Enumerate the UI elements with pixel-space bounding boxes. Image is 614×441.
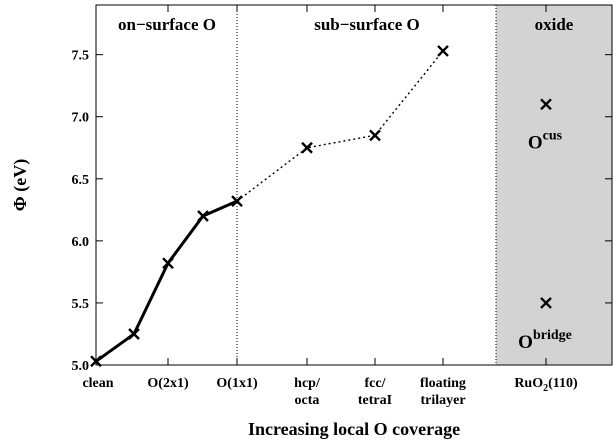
x-tick-label-clean: clean [82, 376, 113, 391]
x-tick-label-floating: floating [420, 376, 466, 391]
data-point-1_5-b [197, 210, 209, 222]
data-point-5-b [437, 45, 449, 57]
oxide-label-cus-base: O [528, 132, 543, 153]
y-tick-label-5: 7.5 [72, 49, 90, 64]
data-markers [90, 45, 552, 368]
y-tick-labels: 5.0 5.5 6.0 6.5 7.0 7.5 [72, 49, 90, 374]
data-point-1_5 [197, 210, 209, 222]
y-tick-label-0: 5.0 [72, 359, 90, 374]
x-axis-title: Increasing local O coverage [248, 419, 460, 439]
oxide-point-cus-b [540, 98, 552, 111]
data-point-5 [437, 45, 449, 57]
y-tick-label-4: 7.0 [72, 111, 90, 126]
data-point-2 [231, 195, 243, 207]
plot-frame [95, 4, 613, 366]
region-label-sub-surface: sub−surface O [314, 15, 420, 34]
region-label-oxide: oxide [535, 15, 574, 34]
x-tick-label-trilayer: trilayer [420, 393, 465, 408]
oxide-label-bridge-sup: bridge [533, 328, 572, 343]
x-tick-label-ruo2-tail: (110) [548, 376, 578, 391]
data-point-0_5 [128, 328, 140, 340]
series-line-1 [236, 50, 444, 202]
data-point-3-b [301, 141, 313, 154]
x-tick-label-o2x1: O(2x1) [147, 376, 189, 391]
data-point-3 [301, 141, 313, 154]
oxide-point-bridge [540, 297, 552, 309]
y-tick-label-3: 6.5 [72, 173, 90, 188]
oxide-point-cus [540, 98, 552, 111]
y-tick-label-1: 5.5 [72, 297, 90, 312]
oxide-region-background [496, 5, 612, 365]
x-tick-label-ruo2-sub: 2 [543, 383, 548, 394]
x-tick-label-octa: octa [295, 393, 320, 408]
x-tick-label-fcc: fcc/ [365, 376, 387, 391]
series-lines [95, 50, 444, 363]
x-tick-label-ruo2: RuO2(110) [514, 376, 578, 394]
oxide-label-bridge: Obridge [518, 328, 572, 353]
oxide-label-cus-sup: cus [543, 128, 563, 143]
region-label-on-surface: on−surface O [118, 15, 216, 34]
x-tick-label-o1x1: O(1x1) [216, 376, 258, 391]
y-axis-title: Φ (eV) [10, 159, 31, 211]
oxide-label-cus: Ocus [528, 128, 563, 153]
data-point-1-b [162, 257, 174, 270]
data-point-2-b [231, 195, 243, 207]
x-tick-label-tetra: tetraI [358, 393, 392, 408]
oxide-point-bridge-b [540, 297, 552, 309]
y-tick-label-2: 6.0 [72, 235, 90, 250]
series-line-0 [95, 199, 238, 363]
oxide-label-bridge-base: O [518, 332, 533, 353]
x-tick-label-ruo2-base: RuO [514, 376, 543, 391]
data-point-4 [369, 129, 381, 142]
data-point-0_5-b [128, 328, 140, 340]
data-point-4-b [369, 129, 381, 142]
x-tick-label-hcp: hcp/ [294, 376, 321, 391]
data-point-1 [162, 257, 174, 270]
